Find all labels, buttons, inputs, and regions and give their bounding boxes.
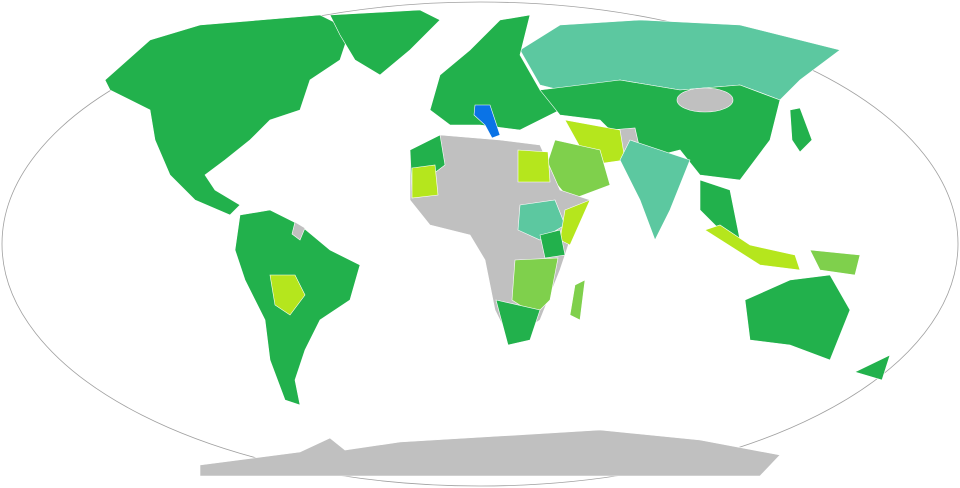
- south-america[interactable]: [234, 209, 361, 406]
- new-zealand[interactable]: [854, 354, 891, 381]
- north-america[interactable]: [104, 14, 351, 216]
- antarctica: [199, 429, 781, 477]
- new-guinea[interactable]: [809, 249, 861, 276]
- greenland[interactable]: [329, 9, 441, 76]
- madagascar[interactable]: [569, 279, 586, 321]
- india[interactable]: [619, 139, 691, 241]
- bolivia[interactable]: [269, 274, 306, 316]
- europe[interactable]: [429, 14, 561, 131]
- mongolia[interactable]: [676, 87, 734, 113]
- southern-africa[interactable]: [495, 299, 541, 346]
- indonesia[interactable]: [704, 224, 801, 271]
- japan[interactable]: [789, 107, 813, 153]
- southeast-africa[interactable]: [511, 257, 559, 316]
- somalia[interactable]: [559, 199, 591, 246]
- kenya[interactable]: [539, 229, 566, 259]
- australia[interactable]: [744, 274, 851, 361]
- italy[interactable]: [473, 104, 501, 139]
- egypt[interactable]: [517, 149, 551, 183]
- mauritania[interactable]: [411, 164, 439, 199]
- guiana[interactable]: [291, 221, 306, 241]
